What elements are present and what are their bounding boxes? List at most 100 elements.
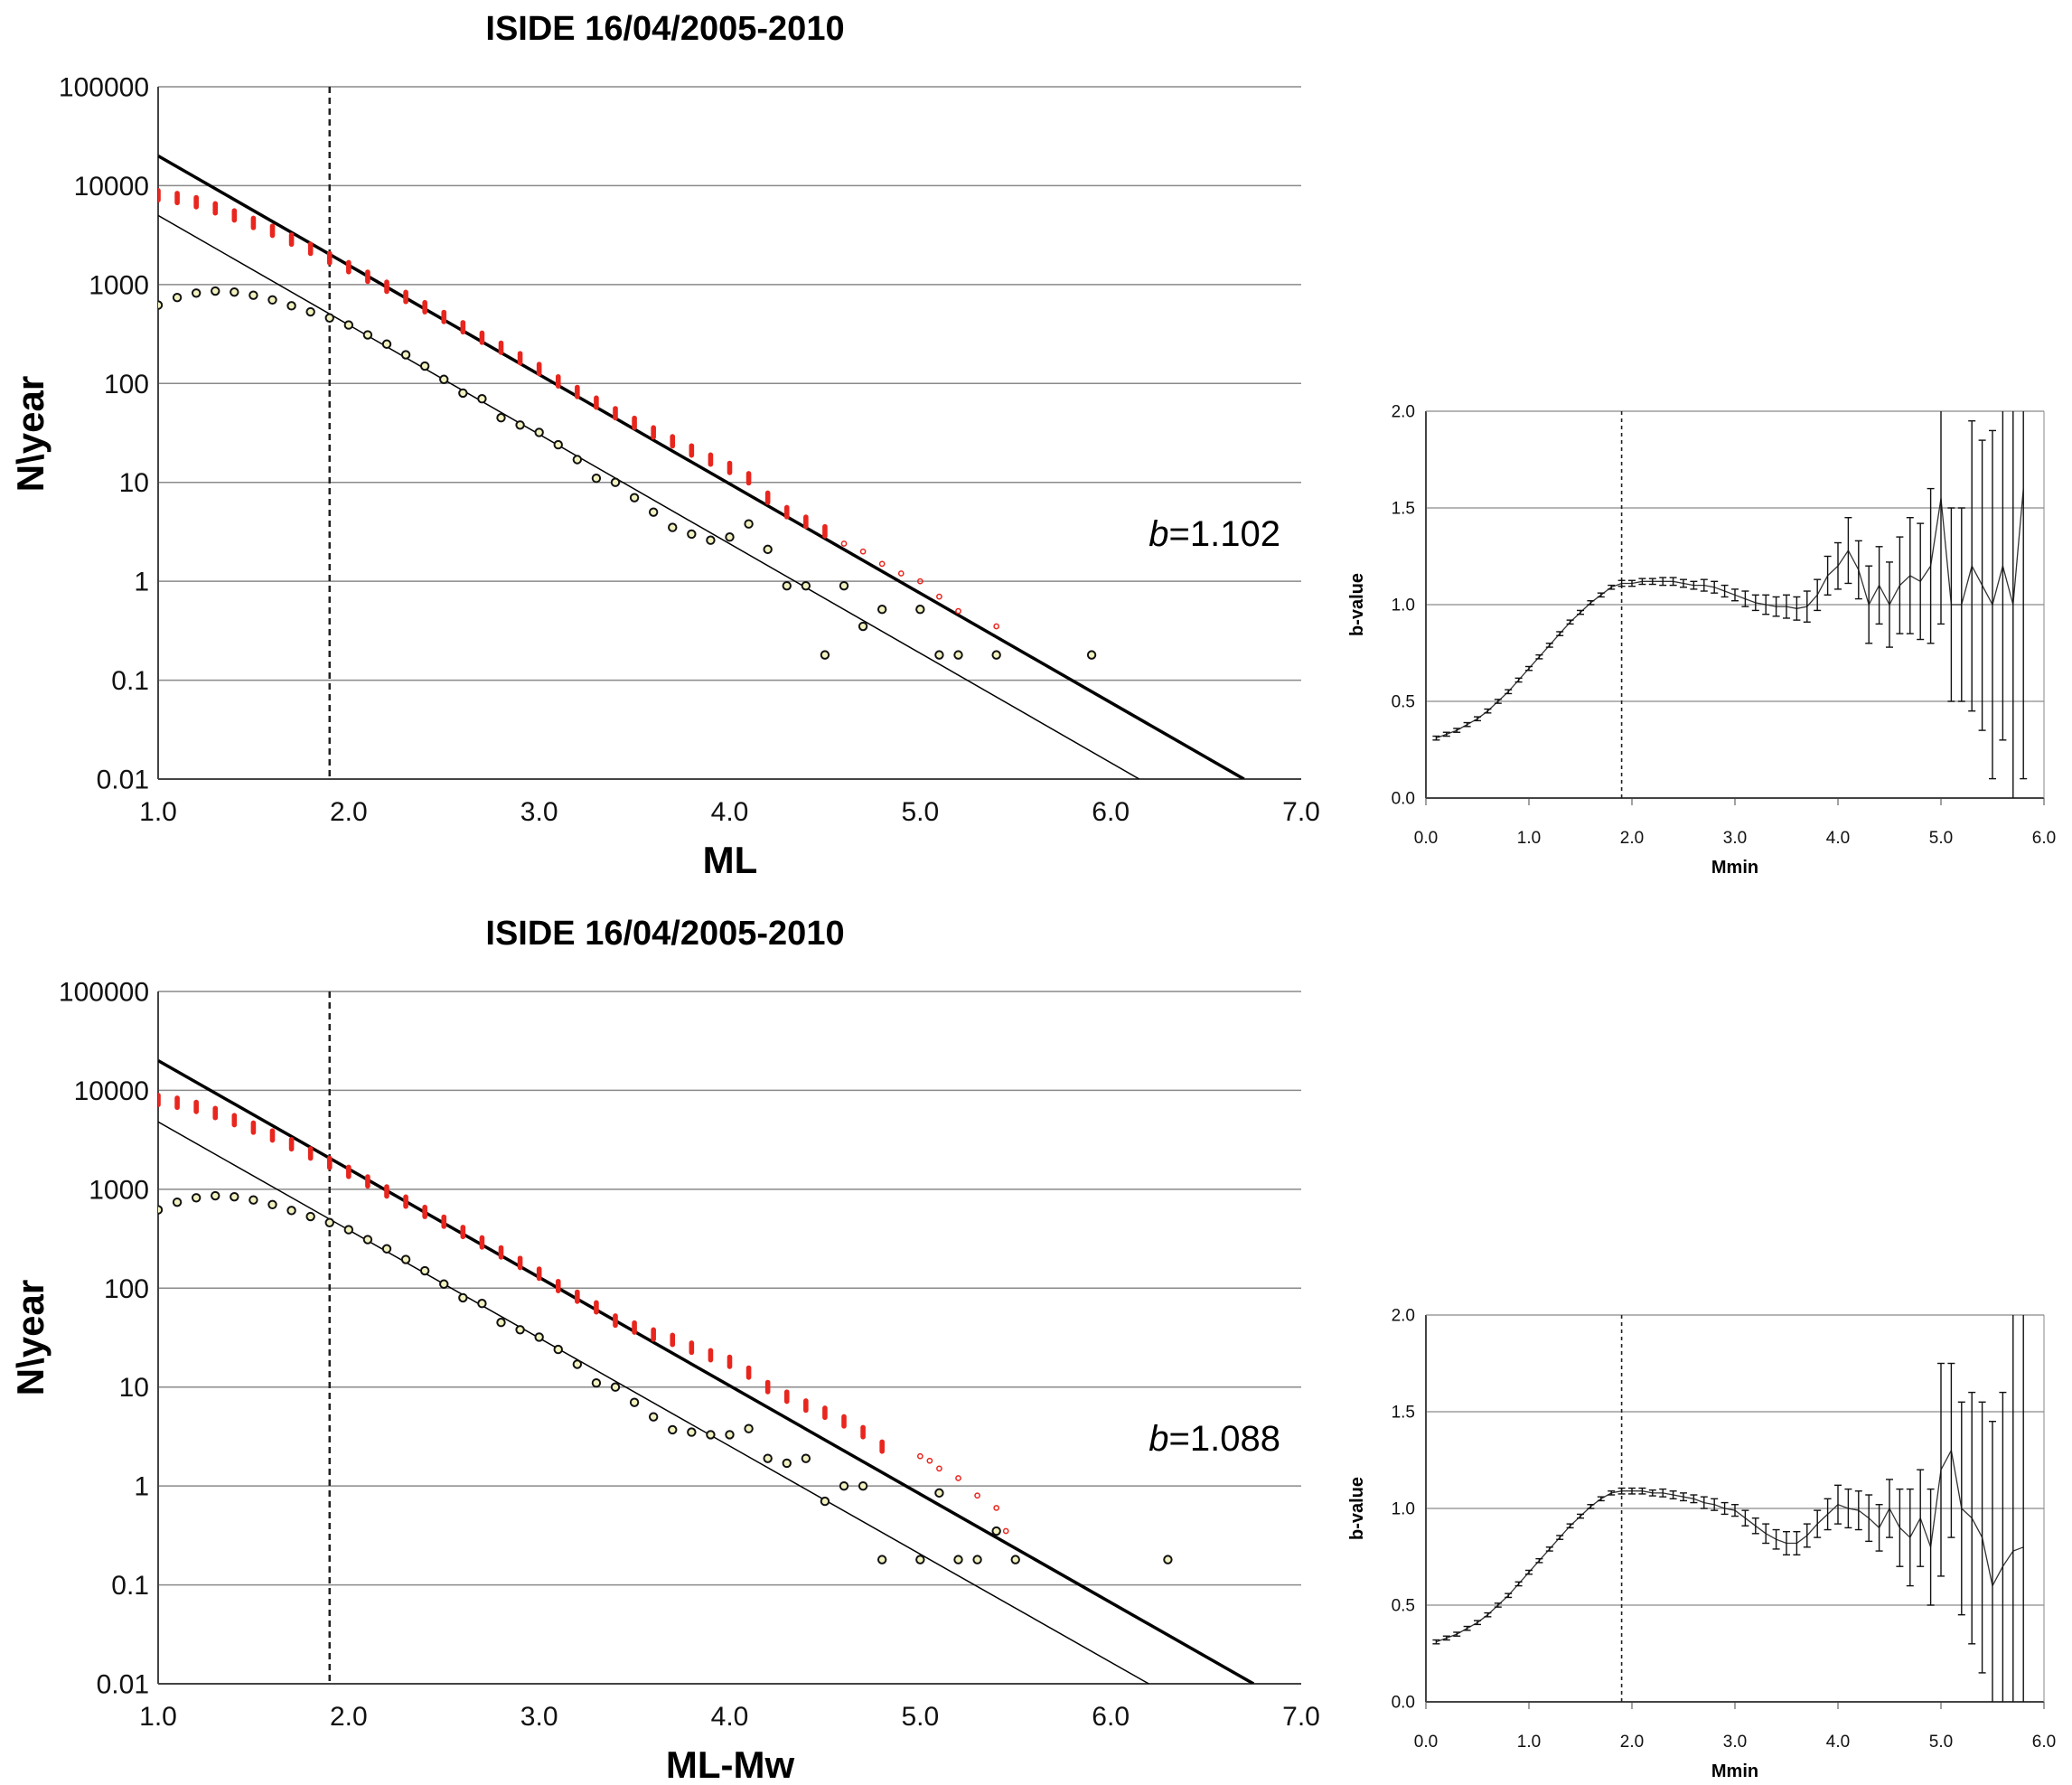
incremental-point xyxy=(648,1412,659,1422)
cumulative-point xyxy=(745,471,752,486)
incremental-point xyxy=(877,605,887,615)
x-tick-label: 7.0 xyxy=(1282,1702,1320,1732)
x-tick-label: 7.0 xyxy=(1282,797,1320,827)
x-tick-label: 4.0 xyxy=(1826,829,1850,848)
incremental-point xyxy=(801,580,811,591)
b-value-line xyxy=(1436,1448,2024,1643)
incremental-point xyxy=(211,1190,220,1201)
incremental-point xyxy=(934,650,944,660)
y-tick-label: 10 xyxy=(119,1373,149,1403)
cumulative-point xyxy=(822,1405,828,1421)
y-tick-label: 0.1 xyxy=(111,1571,149,1601)
cumulative-point xyxy=(403,289,408,305)
cumulative-point xyxy=(689,1340,695,1356)
chart-ml-frequency-magnitude: 0.01 0.1 1 10 100 1000 10000 100000 1.0 2.0 3.0 4.0… xyxy=(9,10,1320,881)
cumulative-point xyxy=(955,607,961,615)
cumulative-point xyxy=(803,514,809,530)
cumulative-point xyxy=(158,188,161,203)
cumulative-point xyxy=(326,250,333,266)
y-axis-label: b-value xyxy=(1347,1477,1367,1540)
y-tick-label: 10000 xyxy=(74,172,149,202)
cumulative-point xyxy=(307,1146,314,1161)
cumulative-point xyxy=(708,1348,714,1363)
incremental-point xyxy=(400,350,411,360)
y-axis-label: N\year xyxy=(9,1280,52,1395)
incremental-point xyxy=(1086,650,1097,660)
y-tick-label: 0.5 xyxy=(1392,1597,1415,1616)
incremental-point xyxy=(211,286,220,296)
y-tick-label: 1000 xyxy=(89,270,149,300)
x-tick-label: 1.0 xyxy=(139,797,177,827)
cumulative-point xyxy=(651,1327,656,1342)
y-tick-label: 2.0 xyxy=(1392,1307,1415,1326)
x-axis-label: ML xyxy=(703,839,758,881)
cumulative-point xyxy=(670,434,676,449)
cumulative-point xyxy=(517,351,523,366)
cumulative-point xyxy=(651,425,656,440)
x-tick-label: 2.0 xyxy=(330,797,368,827)
y-tick-label: 0.1 xyxy=(111,666,149,696)
cumulative-point xyxy=(708,452,714,467)
cumulative-point xyxy=(689,443,695,458)
x-tick-label: 1.0 xyxy=(139,1702,177,1732)
cumulative-point xyxy=(613,1313,618,1329)
cumulative-point xyxy=(441,309,447,324)
cumulative-point xyxy=(764,490,771,505)
y-tick-label: 100000 xyxy=(59,73,149,103)
x-tick-label: 2.0 xyxy=(330,1702,368,1732)
cumulative-point xyxy=(441,1214,447,1229)
plot-area xyxy=(158,1058,1255,1684)
incremental-point xyxy=(801,1453,811,1463)
y-tick-label: 10 xyxy=(119,468,149,498)
x-tick-label: 6.0 xyxy=(1092,1702,1130,1732)
cumulative-point xyxy=(936,593,942,600)
b-value-annotation: b=1.102 xyxy=(1149,514,1280,554)
cumulative-point xyxy=(859,548,867,555)
x-tick-label: 3.0 xyxy=(1723,829,1747,848)
cumulative-point xyxy=(878,560,886,568)
chart-title: ISIDE 16/04/2005-2010 xyxy=(485,10,844,48)
incremental-point xyxy=(934,1488,944,1498)
x-tick-label: 6.0 xyxy=(2032,1733,2056,1752)
cumulative-point xyxy=(498,1245,504,1260)
cumulative-point xyxy=(745,1365,752,1380)
y-tick-label: 0.0 xyxy=(1392,1694,1415,1713)
incremental-point xyxy=(610,1382,621,1392)
incremental-point xyxy=(305,306,315,317)
cumulative-point xyxy=(632,415,637,430)
cumulative-point xyxy=(536,362,542,377)
incremental-point xyxy=(991,1526,1001,1536)
x-axis-label: Mmin xyxy=(1711,1762,1758,1781)
y-tick-label: 1000 xyxy=(89,1175,149,1205)
cumulative-point xyxy=(326,1155,333,1170)
cumulative-point xyxy=(575,1289,580,1304)
cumulative-point xyxy=(840,540,848,547)
cumulative-point xyxy=(193,1099,199,1114)
incremental-point xyxy=(158,1205,164,1215)
incremental-point xyxy=(610,477,621,487)
incremental-point xyxy=(305,1211,315,1222)
x-tick-label: 5.0 xyxy=(1929,829,1953,848)
cumulative-point xyxy=(384,1184,389,1199)
incremental-point xyxy=(1163,1555,1173,1564)
incremental-point xyxy=(534,1332,544,1342)
incremental-point xyxy=(172,292,183,303)
incremental-point xyxy=(324,313,334,323)
fit-line-cumulative xyxy=(158,154,1245,779)
fit-line-incremental xyxy=(158,214,1140,779)
incremental-point xyxy=(668,522,678,532)
x-tick-label: 3.0 xyxy=(520,1702,558,1732)
y-tick-label: 100 xyxy=(104,1274,149,1304)
incremental-point xyxy=(343,1225,354,1235)
incremental-point xyxy=(591,1377,602,1388)
cumulative-point xyxy=(897,570,905,577)
cumulative-point xyxy=(212,201,219,216)
cumulative-point xyxy=(1002,1527,1009,1535)
incremental-point xyxy=(820,650,830,660)
cumulative-point xyxy=(346,259,352,275)
cumulative-point xyxy=(841,1414,847,1429)
incremental-point xyxy=(400,1254,411,1264)
cumulative-point xyxy=(670,1332,676,1348)
cumulative-point xyxy=(498,340,504,355)
